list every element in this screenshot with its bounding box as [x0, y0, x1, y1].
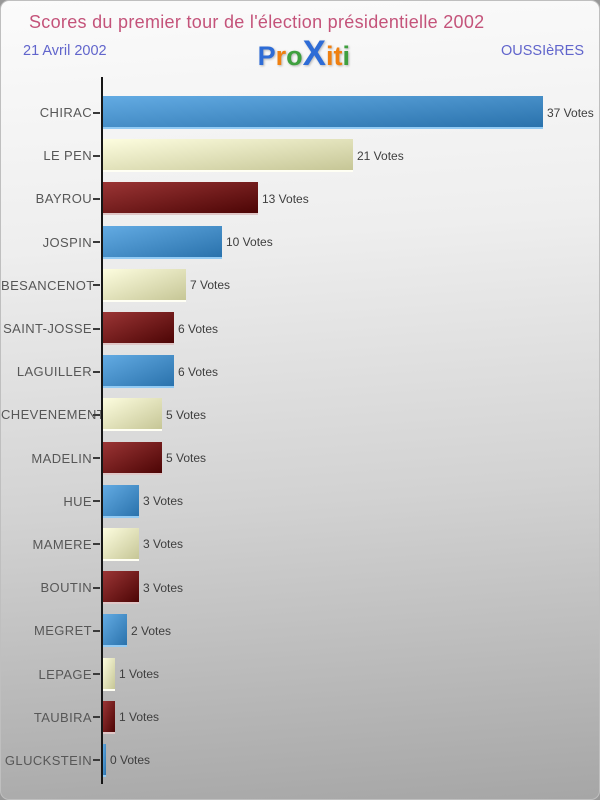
axis-tick: [93, 673, 100, 676]
chart-row: BOUTIN 3 Votes: [1, 566, 599, 609]
vote-bar: [103, 268, 186, 302]
vote-count-label: 3 Votes: [143, 537, 184, 552]
vote-count-label: 7 Votes: [190, 278, 231, 293]
vote-bar: [103, 657, 115, 691]
chart-row: JOSPIN 10 Votes: [1, 221, 599, 264]
candidate-label: GLUCKSTEIN: [4, 752, 92, 768]
election-date: 21 Avril 2002: [23, 43, 107, 59]
chart-row: MAMERE 3 Votes: [1, 523, 599, 566]
logo-letter: t: [333, 41, 343, 71]
logo-letter: i: [325, 41, 334, 71]
vote-count-label: 37 Votes: [547, 105, 594, 120]
logo-letter: i: [342, 41, 350, 71]
axis-tick: [93, 543, 100, 546]
candidate-label: BOUTIN: [40, 580, 92, 596]
chart-row: BAYROU 13 Votes: [1, 177, 599, 220]
candidate-label: LAGUILLER: [16, 364, 92, 380]
chart-row: CHEVENEMENT 5 Votes: [1, 393, 599, 436]
vote-bar: [103, 743, 106, 777]
vote-count-label: 10 Votes: [226, 235, 273, 250]
axis-tick: [93, 629, 100, 632]
vote-bar: [103, 571, 139, 605]
chart-row: MADELIN 5 Votes: [1, 437, 599, 480]
vote-count-label: 2 Votes: [131, 623, 172, 638]
vote-bar: [103, 700, 115, 734]
axis-tick: [93, 370, 100, 373]
vote-count-label: 5 Votes: [166, 407, 207, 422]
y-axis-line: [101, 77, 103, 784]
axis-tick: [93, 111, 100, 114]
vote-bar: [103, 614, 127, 648]
chart-row: LAGUILLER 6 Votes: [1, 350, 599, 393]
vote-bar: [103, 96, 543, 130]
vote-count-label: 6 Votes: [178, 364, 219, 379]
axis-tick: [93, 759, 100, 762]
vote-bar: [103, 139, 353, 173]
chart-row: HUE 3 Votes: [1, 480, 599, 523]
axis-tick: [93, 586, 100, 589]
vote-count-label: 5 Votes: [166, 451, 207, 466]
candidate-label: TAUBIRA: [33, 709, 92, 725]
axis-tick: [93, 413, 100, 416]
chart-row: SAINT-JOSSE 6 Votes: [1, 307, 599, 350]
candidate-label: LEPAGE: [38, 666, 92, 682]
axis-tick: [93, 327, 100, 330]
candidate-label: CHEVENEMENT: [1, 407, 106, 423]
vote-bar: [103, 225, 222, 259]
chart-row: GLUCKSTEIN 0 Votes: [1, 739, 599, 782]
chart-row: MEGRET 2 Votes: [1, 609, 599, 652]
logo-letter: X: [302, 34, 326, 73]
vote-bar: [103, 182, 258, 216]
candidate-label: BESANCENOT: [1, 277, 95, 293]
candidate-label: MAMERE: [32, 536, 92, 552]
vote-bar: [103, 355, 174, 389]
candidate-label: BAYROU: [35, 191, 92, 207]
axis-tick: [93, 241, 100, 244]
chart-row: LEPAGE 1 Votes: [1, 652, 599, 695]
axis-tick: [93, 197, 100, 200]
vote-count-label: 3 Votes: [143, 494, 184, 509]
candidate-label: HUE: [63, 493, 92, 509]
commune-name: OUSSIèRES: [501, 43, 584, 59]
chart-row: BESANCENOT 7 Votes: [1, 264, 599, 307]
candidate-label: CHIRAC: [39, 105, 92, 121]
chart-row: TAUBIRA 1 Votes: [1, 696, 599, 739]
axis-tick: [93, 500, 100, 503]
axis-tick: [93, 457, 100, 460]
vote-bar: [103, 484, 139, 518]
axis-tick: [93, 284, 100, 287]
bar-chart: CHIRAC 37 Votes LE PEN 21 Votes BAYROU 13 Vot…: [1, 77, 599, 799]
logo-letter: P: [257, 41, 276, 71]
vote-count-label: 13 Votes: [262, 191, 309, 206]
page-title: Scores du premier tour de l'élection pré…: [29, 12, 485, 32]
vote-bar: [103, 398, 162, 432]
vote-bar: [103, 441, 162, 475]
candidate-label: MADELIN: [31, 450, 92, 466]
vote-count-label: 1 Votes: [119, 710, 160, 725]
vote-count-label: 0 Votes: [110, 753, 151, 768]
candidate-label: MEGRET: [33, 623, 92, 639]
vote-bar: [103, 312, 174, 346]
logo-letter: o: [286, 41, 303, 71]
vote-bar: [103, 527, 139, 561]
vote-count-label: 21 Votes: [357, 148, 404, 163]
vote-count-label: 3 Votes: [143, 580, 184, 595]
chart-row: CHIRAC 37 Votes: [1, 91, 599, 134]
candidate-label: SAINT-JOSSE: [3, 321, 92, 337]
candidate-label: JOSPIN: [42, 234, 92, 250]
vote-count-label: 6 Votes: [178, 321, 219, 336]
candidate-label: LE PEN: [43, 148, 92, 164]
vote-count-label: 1 Votes: [119, 667, 160, 682]
logo-letter: r: [275, 41, 287, 71]
axis-tick: [93, 716, 100, 719]
chart-row: LE PEN 21 Votes: [1, 134, 599, 177]
axis-tick: [93, 154, 100, 157]
